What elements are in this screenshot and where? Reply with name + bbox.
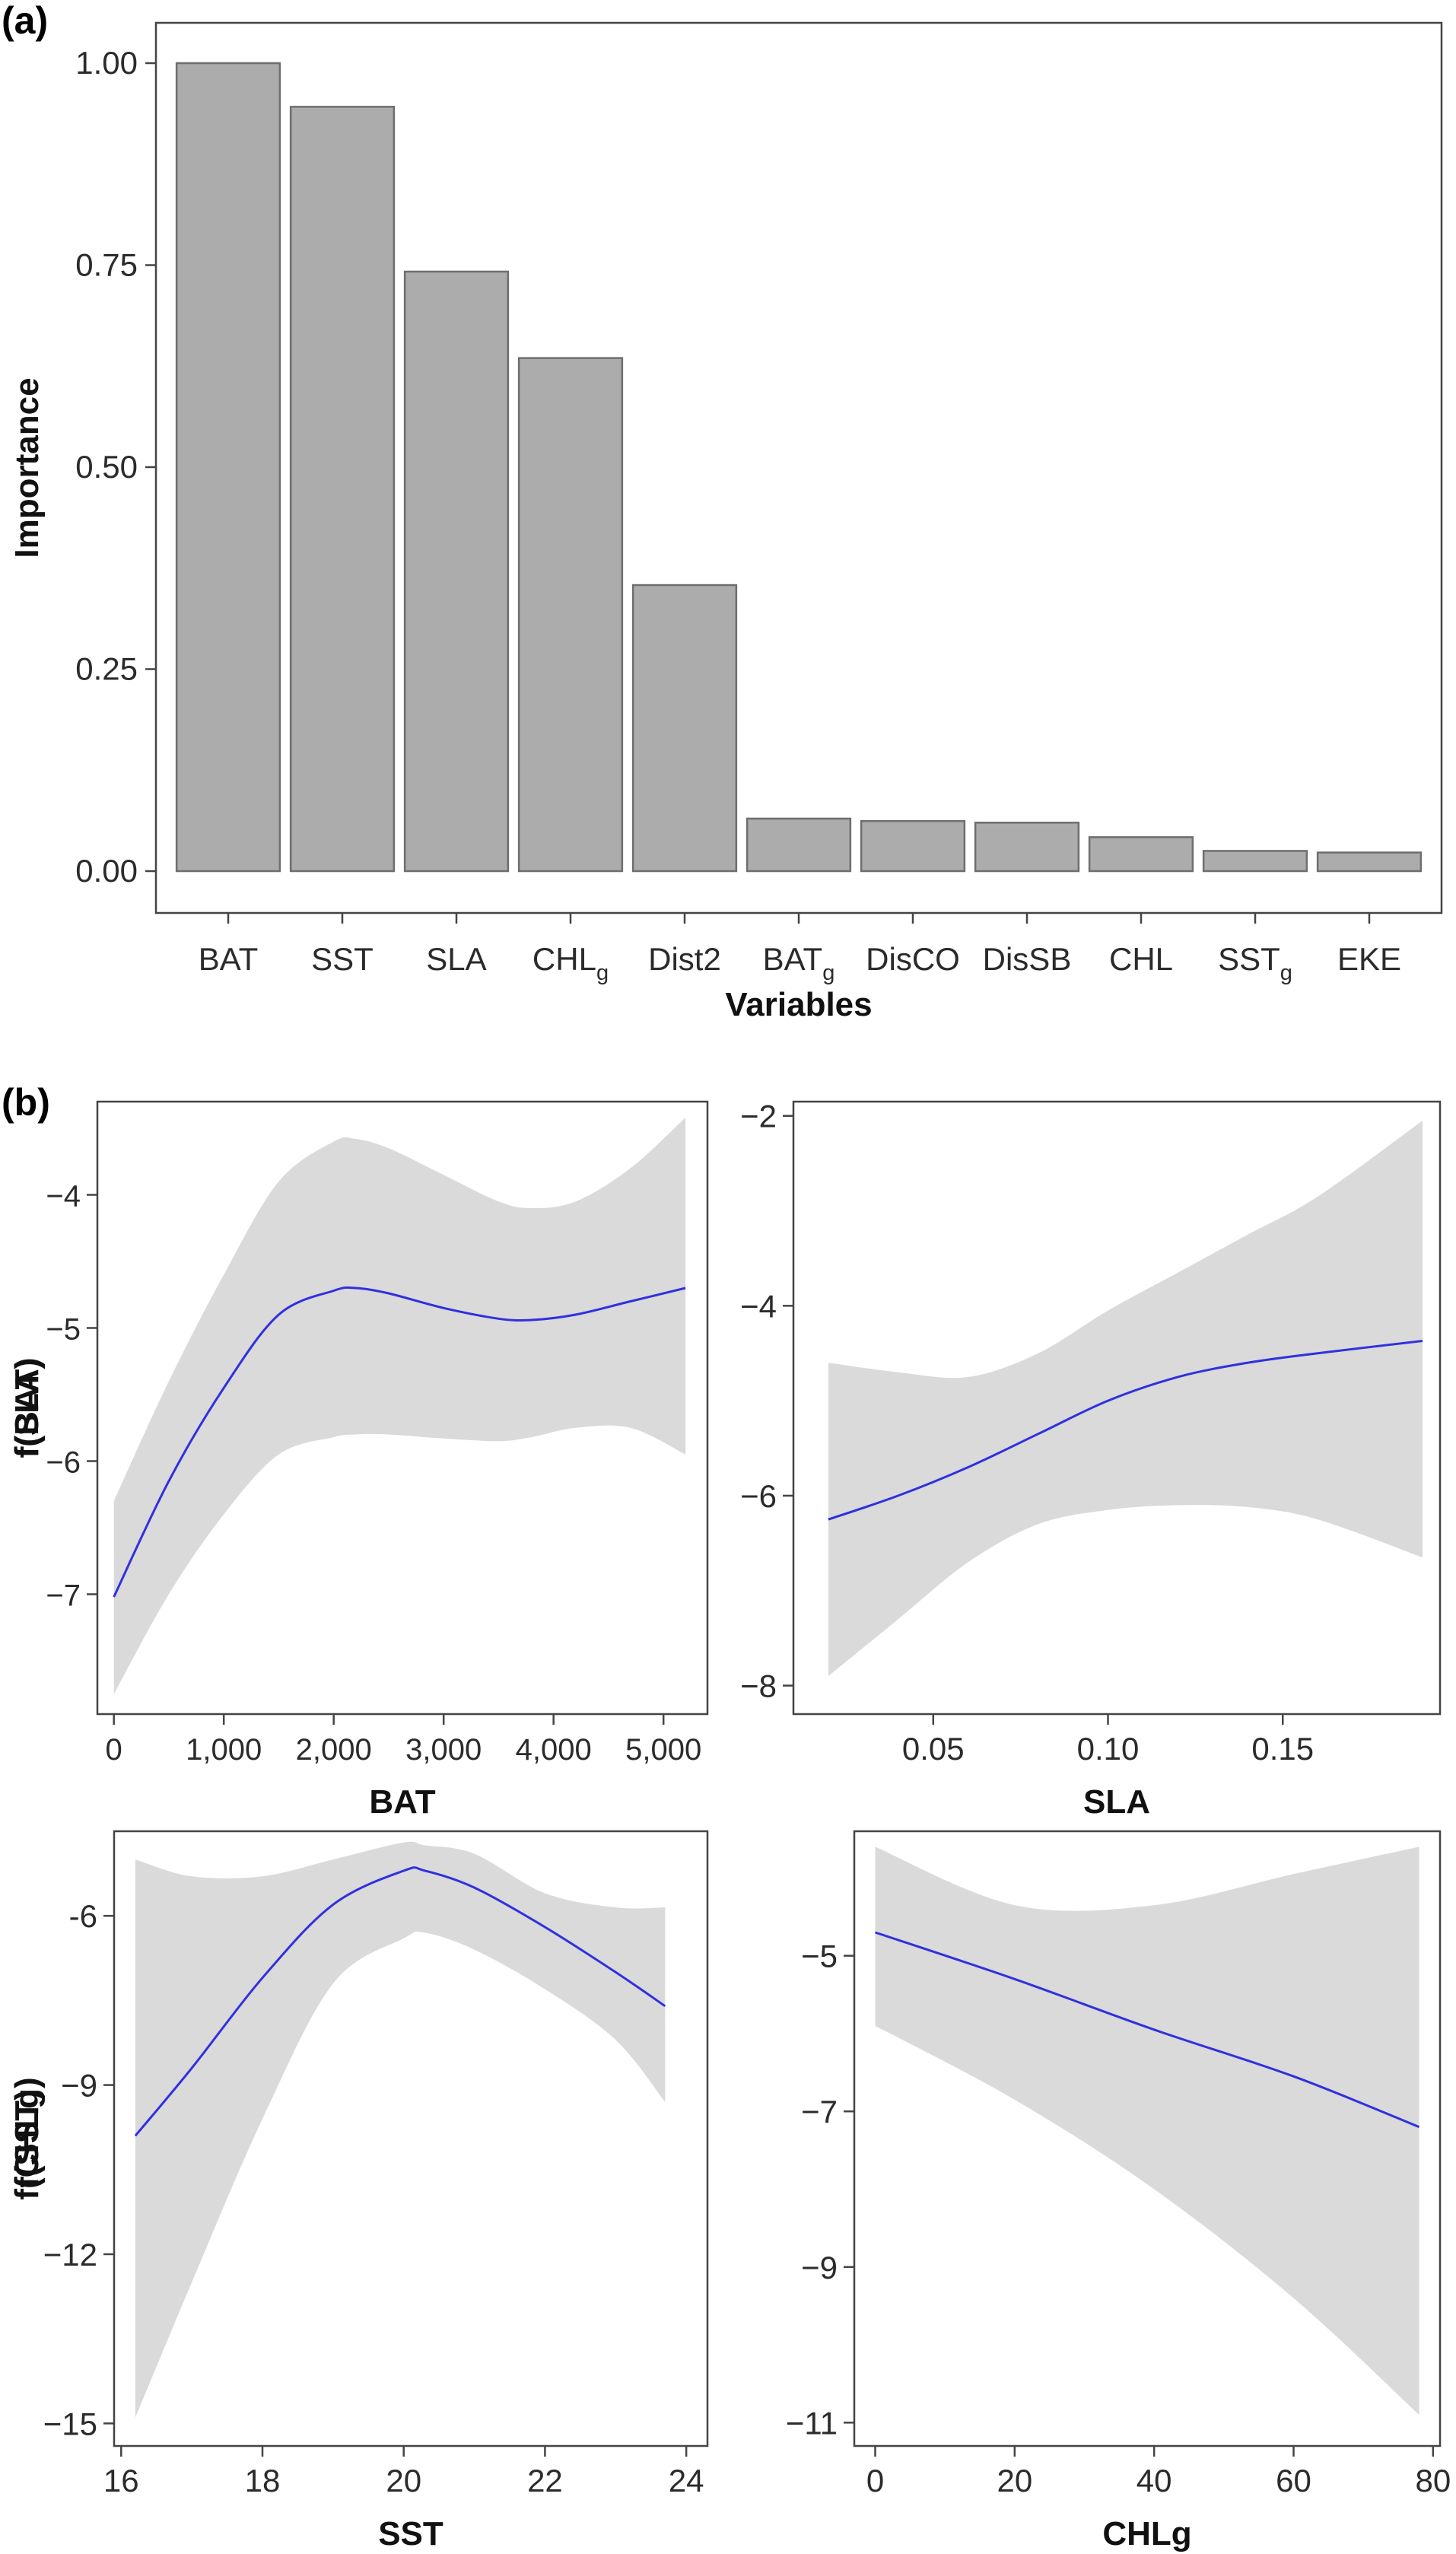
x-tick-label: BATg [763,941,835,985]
y-tick-label: −7 [801,2094,838,2129]
bar [745,817,852,873]
x-tick-label: DisSB [983,941,1072,977]
bar [1316,851,1423,873]
y-axis-title: f(SLA) [8,1358,46,1458]
bar [1202,850,1308,873]
x-tick-label: CHLg [532,941,609,985]
fitted-curve [113,1286,686,1598]
x-tick-label: SLA [426,941,486,977]
x-tick-label: 24 [669,2463,704,2498]
y-tick-label: 0.75 [75,247,138,283]
x-tick-label: SST [311,941,374,977]
x-tick-label: 40 [1137,2463,1172,2498]
bar [631,584,738,873]
fitted-curve [875,1931,1420,2129]
plot-frame [113,1830,709,2447]
y-tick-label: −8 [740,1668,777,1704]
y-tick-label: −4 [740,1288,777,1324]
y-tick-label: −7 [46,1579,81,1613]
x-axis-title: Variables [725,986,872,1023]
x-tick-label: 18 [245,2463,281,2498]
confidence-band [113,1118,686,1694]
confidence-band [135,1841,666,2418]
x-tick-label: Dist2 [648,941,721,977]
bat-partial-effect-plot: −7 −6 −5 −4 0 1,000 2,000 3,000 4,000 5,000 BAT f(B… [8,1100,709,1821]
plot-frame [853,1830,1442,2447]
x-tick-label: 3,000 [405,1733,482,1767]
x-axis-title: BAT [369,1783,435,1821]
x-tick-label: 0.10 [1077,1731,1140,1767]
x-tick-label: 0 [106,1733,122,1767]
confidence-band [875,1846,1419,2416]
panel-label-a: (a) [2,0,48,42]
bar [175,62,281,873]
y-tick-label: −6 [740,1478,777,1514]
y-tick-label: −9 [61,2068,97,2104]
y-tick-label: −5 [46,1313,81,1347]
confidence-band [828,1121,1423,1677]
x-tick-label: 20 [997,2463,1032,2498]
x-tick-label: EKE [1337,941,1401,977]
plot-frame [96,1100,709,1716]
bar [289,106,396,873]
x-tick-label: 0.05 [902,1731,965,1767]
y-tick-label: −5 [801,1939,838,1974]
chlg-partial-effect-plot: −11 −9 −7 −5 0 20 40 60 80 CHLg f(CHLg) [8,1830,1451,2552]
x-tick-label: DisCO [866,941,960,977]
x-tick-label: 0.15 [1251,1731,1314,1767]
importance-bar-chart: 0.00 0.25 0.50 0.75 1.00 BAT SST SLA CHLg Dist2 BA… [8,21,1443,1023]
x-tick-label: 1,000 [186,1733,262,1767]
y-tick-label: -6 [69,1898,97,1934]
x-tick-label: 4,000 [516,1733,592,1767]
fitted-curve [134,1866,666,2137]
x-tick-label: BAT [199,941,259,977]
x-tick-label: 20 [386,2463,421,2498]
x-axis-title: SLA [1083,1783,1150,1821]
bar [860,819,966,873]
x-tick-label: 16 [103,2463,139,2498]
y-axis-title: Importance [8,377,46,558]
y-tick-label: −4 [46,1180,81,1213]
sla-partial-effect-plot: −8 −6 −4 −2 0.05 0.10 0.15 SLA f(SLA) [8,1099,1442,1821]
y-tick-label: −12 [43,2237,97,2273]
y-tick-label: 0.25 [75,651,138,687]
y-tick-label: 1.00 [75,45,138,81]
x-tick-label: 5,000 [625,1733,701,1767]
sst-partial-effect-plot: −15 −12 −9 -6 16 18 20 22 24 SST f(SST) [8,1830,709,2552]
x-tick-label: SSTg [1218,941,1292,985]
y-tick-label: −11 [786,2405,838,2441]
bar [403,270,510,873]
x-axis-title: CHLg [1102,2515,1191,2552]
bar [1088,836,1194,873]
x-tick-label: 2,000 [296,1733,372,1767]
x-tick-label: 0 [866,2463,884,2498]
y-axis-title: f(BAT) [8,1358,46,1458]
x-tick-label: 80 [1415,2463,1451,2498]
x-tick-label: 60 [1276,2463,1311,2498]
panel-label-b: (b) [2,1081,50,1124]
bar [517,357,624,873]
fitted-curve [828,1340,1423,1521]
x-tick-label: CHL [1109,941,1173,977]
bar [974,822,1080,873]
y-tick-label: −2 [740,1099,777,1134]
y-tick-label: −9 [801,2250,838,2285]
x-axis-title: SST [378,2515,443,2552]
y-axis-title: f(SST) [8,2089,46,2188]
y-tick-label: −6 [46,1446,81,1480]
x-tick-label: 22 [527,2463,563,2498]
y-tick-label: −15 [43,2406,97,2441]
y-axis-title: f(CHLg) [8,2077,46,2199]
y-tick-label: 0.00 [75,853,138,889]
plot-frame [792,1100,1442,1716]
y-tick-label: 0.50 [75,449,138,485]
